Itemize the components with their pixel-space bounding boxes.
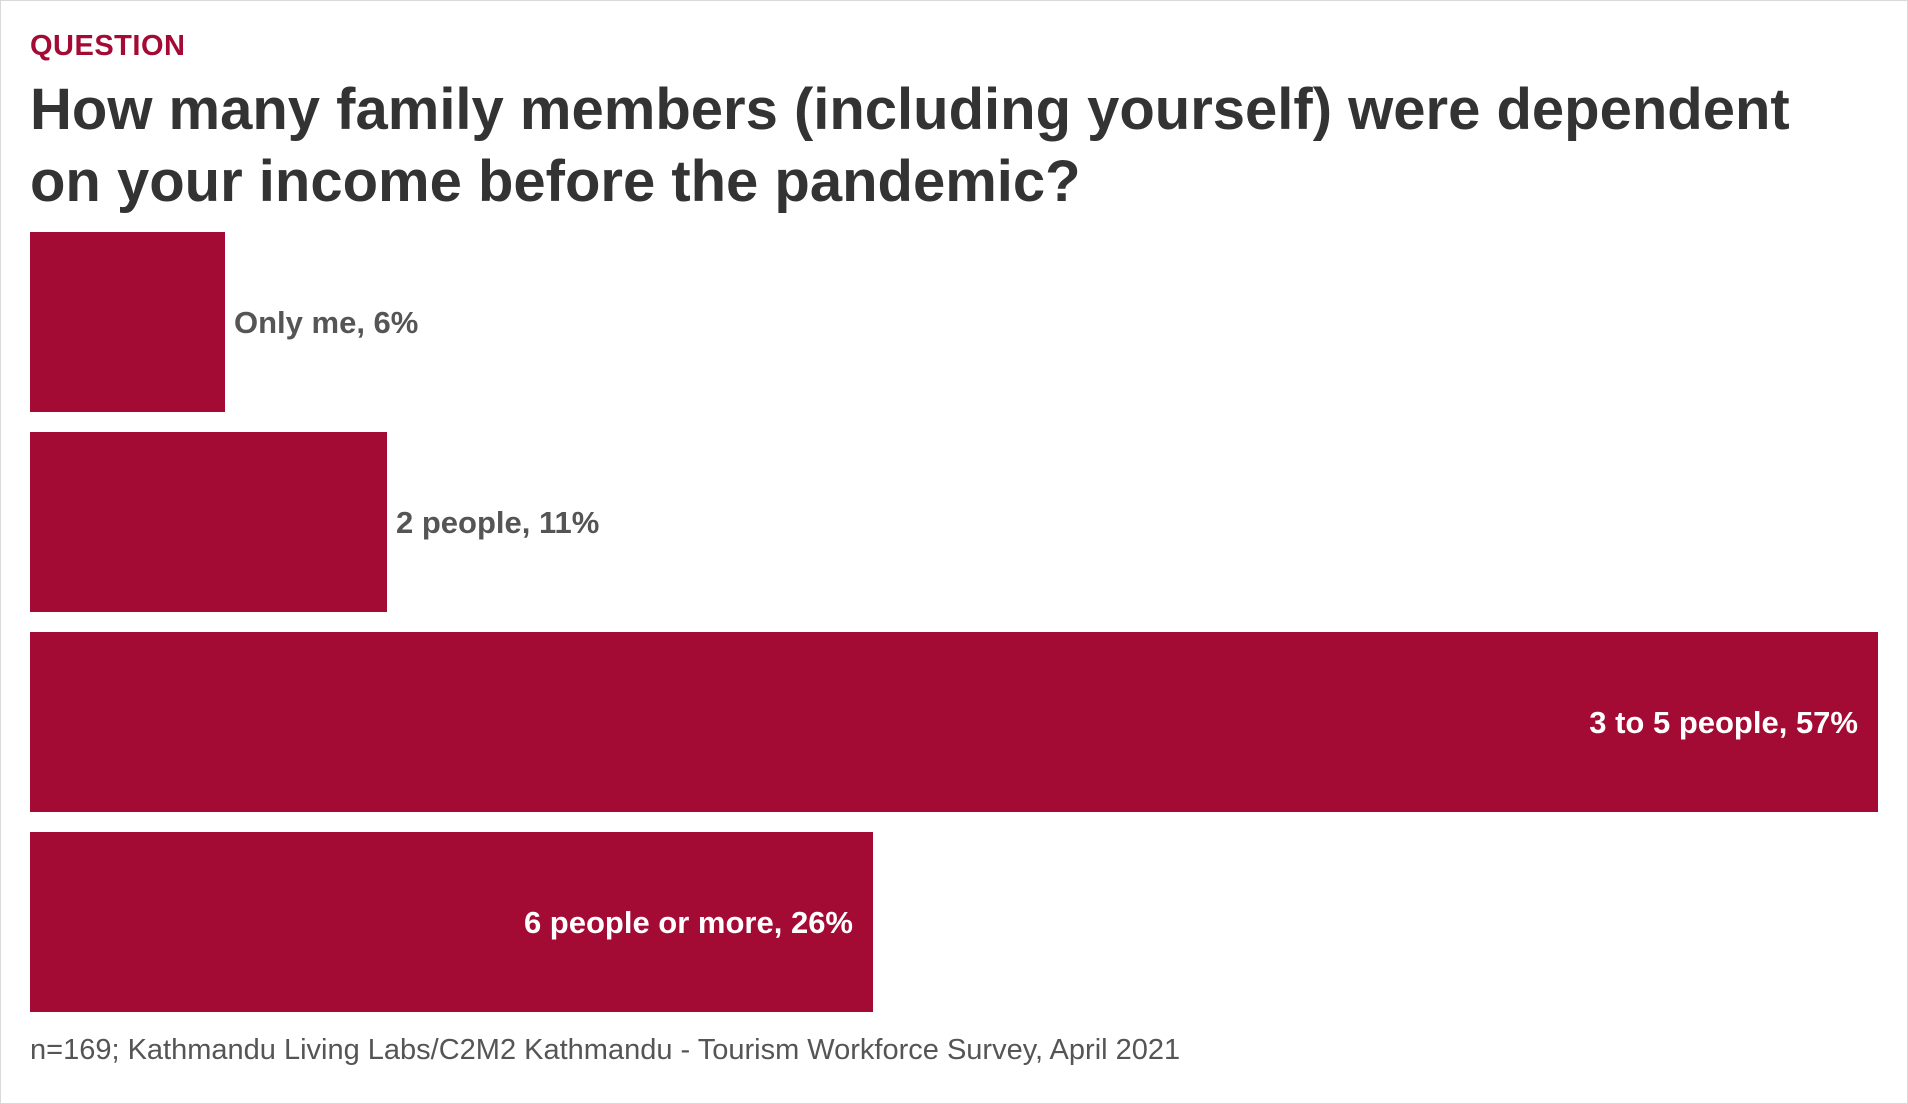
chart-kicker: QUESTION [30,30,186,62]
bar-0 [30,232,225,412]
bar-label-0: Only me, 6% [234,305,418,340]
bar-1 [30,432,387,612]
bar-label-3: 6 people or more, 26% [524,905,853,940]
bar-label-2: 3 to 5 people, 57% [1589,705,1858,740]
bar-chart: Only me, 6% 2 people, 11% 3 to 5 people, 5… [30,232,1878,1012]
bar-2 [30,632,1878,812]
chart-title: How many family members (including yours… [30,77,1790,214]
bar-label-1: 2 people, 11% [396,505,599,540]
chart-footer: n=169; Kathmandu Living Labs/C2M2 Kathma… [30,1034,1181,1066]
bar-3 [30,832,873,1012]
